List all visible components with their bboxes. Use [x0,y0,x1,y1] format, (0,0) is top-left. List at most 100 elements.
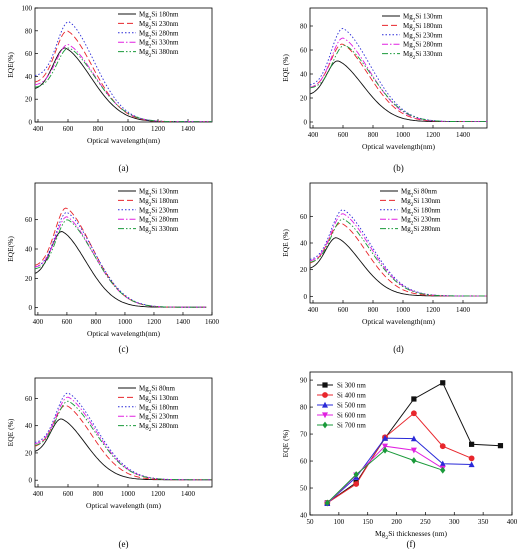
chart-panel-d: 400 600 800 1000 1200 1400 0 20 40 60 Optical wave… [281,182,488,354]
x-tick-label: 800 [368,131,379,139]
series-line-1 [310,43,487,123]
data-point [469,441,475,447]
series-line-1 [35,30,212,122]
x-tick-label: 400 [507,518,518,526]
x-tick-label: 200 [391,518,402,526]
series-line-2 [326,437,472,504]
x-axis-label: Optical wavelength(nm) [362,142,436,151]
legend-label: Mg2Si 330nm [139,39,179,50]
x-tick-label: 800 [368,306,379,314]
series-line-2 [310,27,487,123]
data-point [468,455,475,462]
legend-label: Si 400 nm [337,392,366,400]
legend-label: Mg2Si 330nm [139,225,179,236]
x-tick-label: 400 [33,125,44,133]
y-tick-label: 20 [25,275,33,283]
x-tick-label: 400 [33,490,44,498]
y-tick-label: 0 [304,293,308,301]
chart-panel-b: 400 600 800 1000 1200 1400 0 20 40 60 80 Optical wa… [281,7,488,173]
plot-frame [309,7,488,129]
legend-label: Mg2Si 80nm [139,385,175,396]
x-tick-label: 600 [62,318,73,326]
chart-panel-e: 400 600 800 1000 1200 1400 0 20 40 60 Optical wave… [6,377,213,549]
x-axis-label: Optical wavelength(nm) [87,329,161,338]
legend-label: Mg2Si 230nm [139,206,179,217]
y-tick-label: 40 [25,422,33,430]
series-line-0 [35,418,212,481]
legend-label: Mg2Si 280nm [403,41,443,52]
y-tick-label: 80 [300,23,308,31]
series-line-4 [326,449,443,504]
x-tick-label: 250 [420,518,431,526]
y-tick-label: 60 [25,395,33,403]
x-tick-label: 400 [308,131,319,139]
y-tick-label: 60 [25,216,33,224]
data-point [324,499,330,507]
y-axis-label: EQE (%) [281,429,290,457]
x-tick-label: 1200 [426,131,441,139]
y-tick-label: 20 [25,96,33,104]
data-point [382,446,388,454]
panel-label: (e) [119,539,129,549]
series-line-2 [310,209,487,297]
panel-label: (d) [393,344,404,354]
legend-marker [322,382,328,388]
legend-label: Mg2Si 180nm [403,22,443,33]
y-tick-label: 20 [300,95,308,103]
y-axis-label: EQE (%) [6,418,15,446]
x-tick-label: 400 [33,318,44,326]
legend-label: Mg2Si 130nm [139,394,179,405]
plot-frame [34,7,213,123]
data-point [440,380,446,386]
y-tick-label: 0 [29,304,33,312]
data-point [440,466,446,474]
x-tick-label: 1000 [396,131,411,139]
series-line-4 [35,400,212,481]
y-tick-label: 60 [25,50,33,58]
legend-label: Mg2Si 130nm [139,188,179,199]
x-tick-label: 50 [307,518,315,526]
x-tick-label: 1000 [118,318,133,326]
data-point [497,443,504,449]
y-tick-label: 60 [300,458,308,466]
data-point [382,443,389,450]
data-point [353,481,360,487]
data-point [411,457,417,464]
legend-label: Mg2Si 230nm [401,216,441,227]
series-line-1 [327,412,472,504]
panel-label: (f) [407,539,416,549]
y-tick-label: 40 [300,512,308,520]
x-tick-label: 1600 [205,318,220,326]
series-line-3 [326,445,443,504]
x-axis-label: Optical wavelength (nm) [86,501,161,510]
x-tick-label: 1400 [456,131,471,139]
y-tick-label: 60 [300,213,308,221]
legend-label: Mg2Si 180nm [139,197,179,208]
legend-label: Si 700 nm [337,422,366,430]
series-line-3 [35,216,207,308]
legend-marker [322,421,328,429]
y-tick-label: 0 [29,119,33,127]
x-tick-label: 1200 [147,318,162,326]
series-line-4 [35,219,207,308]
y-tick-label: 40 [25,73,33,81]
y-tick-label: 20 [300,266,308,274]
y-axis-label: EQE(%) [6,236,15,262]
x-tick-label: 1000 [121,490,136,498]
x-tick-label: 800 [93,125,104,133]
data-point [439,443,446,450]
series-line-0 [310,60,487,123]
series-line-1 [310,222,487,297]
y-tick-label: 60 [300,47,308,55]
y-axis-label: EQE (%) [281,229,290,257]
y-tick-label: 90 [300,377,308,385]
y-tick-label: 40 [300,240,308,248]
legend-marker [322,401,328,408]
x-axis-label: Optical wavelength(nm) [87,136,161,145]
y-tick-label: 50 [300,485,308,493]
y-tick-label: 20 [25,449,33,457]
chart-panel-c: 400 600 800 1000 1200 1400 1600 0 20 40 60 Optical … [6,182,220,354]
x-axis-label: Mg2Si thicknesses (nm) [375,529,447,541]
data-point [353,471,359,478]
